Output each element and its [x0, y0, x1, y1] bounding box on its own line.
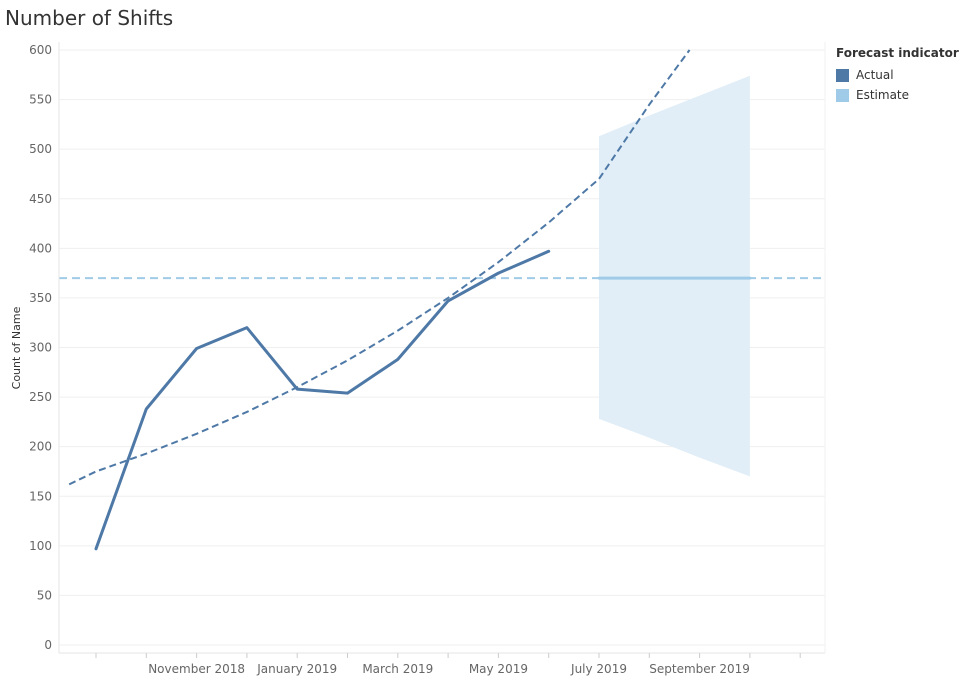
x-tick-label: January 2019 [256, 662, 337, 676]
legend-label-actual: Actual [856, 68, 894, 82]
x-tick-label: July 2019 [570, 662, 627, 676]
legend: Forecast indicator Actual Estimate [836, 46, 959, 105]
y-axis-title: Count of Name [10, 306, 23, 389]
y-tick-label: 300 [29, 341, 52, 355]
x-tick-label: May 2019 [469, 662, 528, 676]
x-tick-label: November 2018 [148, 662, 245, 676]
y-tick-label: 500 [29, 142, 52, 156]
chart-title: Number of Shifts [5, 6, 174, 30]
axes: 0 50 100 150 200 250 300 350 400 450 500 550 600 Nove… [10, 42, 826, 676]
legend-item-actual[interactable]: Actual [836, 65, 959, 85]
legend-swatch-actual [836, 68, 849, 82]
y-tick-label: 250 [29, 390, 52, 404]
trend-line-layer [68, 49, 691, 486]
trend-line [68, 49, 691, 486]
y-tick-label: 450 [29, 192, 52, 206]
forecast-band [599, 75, 750, 477]
legend-title: Forecast indicator [836, 46, 959, 60]
x-tick-label: September 2019 [649, 662, 750, 676]
series-line-actual [94, 249, 551, 551]
y-tick-label: 100 [29, 539, 52, 553]
y-tick-label: 550 [29, 93, 52, 107]
forecast-band-layer [599, 75, 750, 477]
y-tick-label: 50 [37, 588, 52, 602]
y-tick-label: 200 [29, 440, 52, 454]
series-layer [94, 249, 752, 551]
legend-swatch-estimate [836, 88, 849, 102]
y-tick-label: 150 [29, 489, 52, 503]
y-tick-label: 0 [44, 638, 52, 652]
x-tick-label: March 2019 [362, 662, 433, 676]
legend-label-estimate: Estimate [856, 88, 910, 102]
y-tick-label: 350 [29, 291, 52, 305]
y-tick-label: 400 [29, 241, 52, 255]
legend-item-estimate[interactable]: Estimate [836, 85, 959, 105]
y-tick-label: 600 [29, 43, 52, 57]
